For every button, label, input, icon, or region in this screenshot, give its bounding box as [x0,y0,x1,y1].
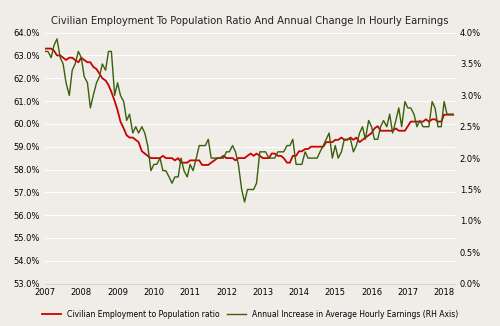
Civilian Employment to Population ratio [378,129,384,133]
Annual Increase in Average Hourly Earnings (RH Axis) [94,81,100,85]
Civilian Employment to Population ratio [199,163,205,167]
Annual Increase in Average Hourly Earnings (RH Axis) [42,50,48,53]
Line: Civilian Employment to Population ratio: Civilian Employment to Population ratio [45,49,453,165]
Civilian Employment to Population ratio [380,129,386,133]
Annual Increase in Average Hourly Earnings (RH Axis) [450,112,456,116]
Annual Increase in Average Hourly Earnings (RH Axis) [384,125,390,129]
Line: Annual Increase in Average Hourly Earnings (RH Axis): Annual Increase in Average Hourly Earnin… [45,39,453,202]
Annual Increase in Average Hourly Earnings (RH Axis) [378,125,384,129]
Civilian Employment to Population ratio [429,117,435,121]
Civilian Employment to Population ratio [374,124,380,128]
Annual Increase in Average Hourly Earnings (RH Axis) [54,37,60,41]
Annual Increase in Average Hourly Earnings (RH Axis) [432,106,438,110]
Annual Increase in Average Hourly Earnings (RH Axis) [380,118,386,122]
Civilian Employment to Population ratio [90,65,96,69]
Annual Increase in Average Hourly Earnings (RH Axis) [202,143,208,147]
Title: Civilian Employment To Population Ratio And Annual Change In Hourly Earnings: Civilian Employment To Population Ratio … [52,16,449,26]
Civilian Employment to Population ratio [450,113,456,117]
Civilian Employment to Population ratio [42,47,48,51]
Annual Increase in Average Hourly Earnings (RH Axis) [242,200,248,204]
Civilian Employment to Population ratio [202,163,208,167]
Legend: Civilian Employment to Population ratio, Annual Increase in Average Hourly Earni: Civilian Employment to Population ratio,… [38,307,462,322]
